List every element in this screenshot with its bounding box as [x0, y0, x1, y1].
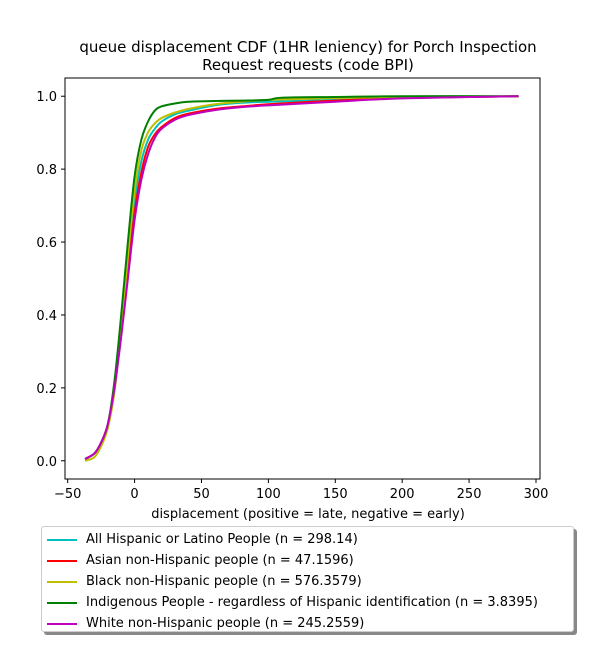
legend-label: Indigenous People - regardless of Hispan…	[86, 595, 538, 610]
legend-item: Black non-Hispanic people (n = 576.3579)	[47, 571, 573, 592]
plot-area-frame	[64, 77, 541, 480]
legend-swatch	[47, 538, 77, 541]
legend-swatch	[47, 601, 77, 604]
legend-item: All Hispanic or Latino People (n = 298.1…	[47, 529, 573, 550]
legend-item: Asian non-Hispanic people (n = 47.1596)	[47, 550, 573, 571]
x-tick-label: 250	[457, 487, 482, 502]
series-line-5	[84, 95, 519, 460]
x-tick-label: 50	[193, 487, 210, 502]
x-tick-label: 100	[256, 487, 281, 502]
y-tick-label: 0.2	[36, 382, 57, 397]
y-tick-label: 0.6	[36, 236, 57, 251]
y-tick-label: 0.8	[36, 163, 57, 178]
y-tick-label: 0.0	[36, 455, 57, 470]
legend-label: White non-Hispanic people (n = 245.2559)	[86, 616, 365, 631]
x-tick-label: 0	[130, 487, 138, 502]
series-lines	[84, 95, 519, 462]
chart-title-line-1: queue displacement CDF (1HR leniency) fo…	[79, 38, 536, 56]
legend-swatch	[47, 559, 77, 562]
legend-label: All Hispanic or Latino People (n = 298.1…	[86, 532, 358, 547]
legend-label: Asian non-Hispanic people (n = 47.1596)	[86, 553, 354, 568]
x-tick-label: 200	[390, 487, 415, 502]
chart-title-line-2: Request requests (code BPI)	[202, 56, 414, 74]
legend-item: White non-Hispanic people (n = 245.2559)	[47, 613, 573, 634]
y-axis-ticks: 0.0 0.2 0.4 0.6 0.8 1.0	[36, 90, 65, 470]
x-tick-label: 150	[323, 487, 348, 502]
y-tick-label: 0.4	[36, 309, 57, 324]
legend-item: Indigenous People - regardless of Hispan…	[47, 592, 573, 613]
legend-swatch	[47, 622, 77, 625]
x-tick-label: 300	[524, 487, 549, 502]
y-tick-label: 1.0	[36, 90, 57, 105]
x-axis-ticks: −50 0 50 100 150 200 250 300	[54, 479, 548, 502]
legend-label: Black non-Hispanic people (n = 576.3579)	[86, 574, 362, 589]
x-axis-label: displacement (positive = late, negative …	[151, 507, 465, 522]
legend-swatch	[47, 580, 77, 583]
x-tick-label: −50	[54, 487, 81, 502]
legend: All Hispanic or Latino People (n = 298.1…	[41, 526, 574, 632]
